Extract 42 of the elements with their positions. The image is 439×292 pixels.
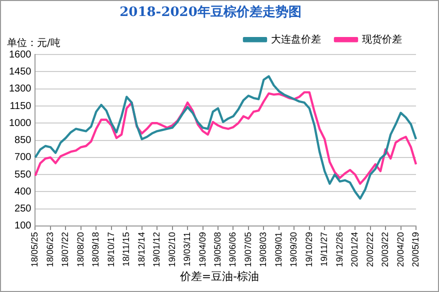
x-tick-label: 20/03/22	[380, 232, 390, 268]
x-tick-label: 20/01/24	[350, 232, 360, 268]
x-tick-label: 19/02/10	[166, 232, 177, 268]
x-tick-label: 19/04/09	[197, 232, 208, 268]
y-tick-label: 700	[14, 152, 32, 164]
chart-title: 2018-2020年豆棕价差走势图	[120, 4, 302, 20]
x-tick-label: 19/07/05	[242, 232, 253, 268]
x-tick-label: 20/02/22	[364, 232, 375, 268]
x-tick-label: 18/09/18	[90, 232, 101, 268]
x-tick-label: 19/09/01	[273, 232, 284, 268]
x-tick-label: 18/07/22	[60, 232, 70, 268]
x-tick-label: 20/05/19	[410, 232, 420, 268]
x-tick-label: 19/09/30	[288, 232, 299, 268]
x-tick-label: 19/06/06	[228, 232, 238, 268]
y-axis-title: 单位：元/吨	[7, 37, 60, 50]
x-tick-label: 19/08/03	[258, 232, 268, 268]
x-tick-label: 19/05/08	[212, 232, 222, 268]
y-tick-label: 550	[14, 169, 32, 180]
y-tick-label: 850	[14, 135, 32, 146]
x-tick-label: 18/06/23	[44, 232, 55, 268]
legend-label: 现货价差	[362, 33, 402, 46]
text: 价差=豆油-棕油	[178, 269, 260, 284]
y-tick-label: 1450	[8, 66, 32, 78]
x-tick-label: 18/10/17	[106, 232, 116, 268]
y-tick-label: 1600	[8, 49, 32, 60]
x-tick-label: 18/05/25	[30, 232, 40, 268]
x-tick-label: 19/12/26	[334, 232, 344, 268]
x-tick-label: 19/03/11	[182, 232, 192, 266]
y-tick-label: 1150	[10, 100, 32, 112]
x-tick-label: 18/12/14	[136, 232, 146, 268]
x-tick-label: 19/10/29	[304, 232, 314, 268]
y-tick-label: 1300	[8, 84, 32, 95]
x-tick-label: 18/08/20	[75, 232, 86, 268]
x-tick-label: 19/01/12	[152, 232, 162, 268]
x-tick-label: 20/04/20	[395, 232, 406, 268]
x-tick-label: 18/11/15	[121, 232, 132, 266]
y-tick-label: 100	[14, 220, 32, 232]
x-tick-label: 19/11/27	[319, 232, 330, 266]
y-tick-label: 1000	[8, 118, 32, 129]
legend-label: 大连盘价差	[271, 33, 321, 46]
y-tick-label: 250	[14, 204, 32, 215]
y-tick-label: 400	[14, 186, 32, 198]
